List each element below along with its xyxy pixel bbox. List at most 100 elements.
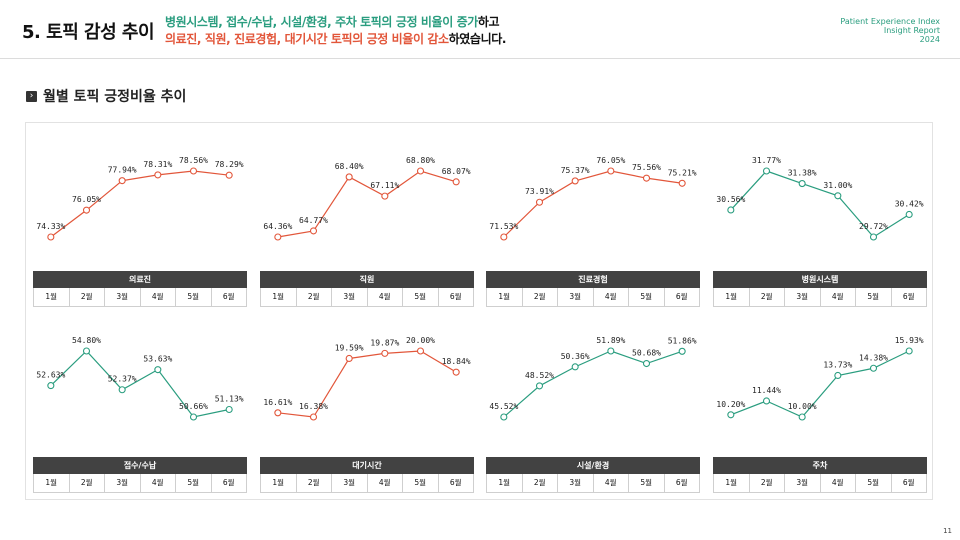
data-label: 16.38%: [299, 402, 328, 411]
data-point: [905, 347, 913, 355]
data-label: 15.93%: [895, 336, 924, 345]
month-tick: 4월: [594, 474, 629, 492]
month-tick: 3월: [558, 474, 594, 492]
section-title: 월별 토픽 긍정비율 추이: [43, 89, 187, 105]
chart-footer: 시설/환경 1월 2월 3월 4월 5월 6월: [486, 457, 700, 493]
summary-increase: 병원시스템, 접수/수납, 시설/환경, 주차 토픽의 긍정 비율이 증가: [165, 15, 478, 29]
month-tick: 5월: [856, 474, 892, 492]
data-label: 20.00%: [406, 336, 435, 345]
data-point: [642, 174, 651, 182]
month-tick: 5월: [856, 288, 892, 306]
header-divider: [0, 58, 960, 59]
data-label: 76.05%: [596, 156, 625, 165]
data-point: [607, 167, 615, 175]
chart-5: 52.63% 54.80% 52.37% 53.63% 50.66% 51.13%: [36, 336, 244, 421]
data-label: 50.36%: [561, 352, 590, 361]
month-tick: 3월: [332, 474, 368, 492]
data-point: [154, 366, 162, 374]
chart-1: 74.33% 76.05% 77.94% 78.31% 78.56% 78.29%: [36, 156, 244, 241]
month-axis: 1월 2월 3월 4월 5월 6월: [486, 474, 700, 493]
month-axis: 1월 2월 3월 4월 5월 6월: [260, 288, 474, 307]
data-point: [452, 178, 460, 186]
data-label: 51.86%: [668, 336, 697, 345]
month-axis: 1월 2월 3월 4월 5월 6월: [260, 474, 474, 493]
chart-title: 진료경험: [486, 271, 700, 288]
data-label: 48.52%: [525, 371, 554, 380]
month-tick: 5월: [176, 474, 212, 492]
chevron-right-icon: ›: [26, 90, 37, 102]
data-label: 53.63%: [143, 355, 172, 364]
data-label: 30.42%: [895, 199, 924, 208]
month-tick: 6월: [675, 478, 688, 487]
month-tick: 5월: [629, 288, 665, 306]
summary-increase-tail: 하고: [477, 15, 500, 29]
series-line: [50, 350, 230, 418]
data-label: 31.77%: [752, 156, 781, 165]
chart-footer: 대기시간 1월 2월 3월 4월 5월 6월: [260, 457, 474, 493]
data-point: [189, 413, 198, 421]
chart-footer: 진료경험 1월 2월 3월 4월 5월 6월: [486, 271, 700, 307]
month-tick: 6월: [902, 292, 915, 301]
data-point: [727, 411, 735, 419]
data-point: [225, 405, 233, 414]
month-tick: 4월: [368, 474, 403, 492]
month-tick: 2월: [297, 474, 332, 492]
month-tick: 6월: [675, 292, 688, 301]
summary-decrease: 의료진, 직원, 진료경험, 대기시간 토픽의 긍정 비율이 감소: [165, 32, 449, 46]
data-point: [118, 386, 126, 394]
data-point: [762, 397, 771, 405]
chart-title: 대기시간: [260, 457, 474, 474]
data-label: 31.38%: [788, 169, 817, 178]
month-axis: 1월 2월 3월 4월 5월 6월: [713, 288, 927, 307]
chart-title: 시설/환경: [486, 457, 700, 474]
data-label: 78.31%: [143, 160, 172, 169]
summary-decrease-tail: 하였습니다.: [448, 32, 507, 46]
month-tick: 4월: [821, 288, 856, 306]
page-title: 5. 토픽 감성 추이: [22, 22, 155, 43]
data-point: [678, 179, 686, 187]
series-line: [503, 170, 683, 238]
chart-6: 16.61% 16.38% 19.59% 19.87% 20.00% 18.84%: [263, 336, 471, 421]
data-point: [274, 409, 282, 417]
data-point: [571, 177, 579, 185]
data-label: 75.21%: [668, 168, 697, 177]
data-label: 75.56%: [632, 163, 661, 172]
report-name: Patient Experience Index: [840, 17, 940, 26]
data-point: [834, 371, 842, 380]
month-tick: 4월: [594, 288, 629, 306]
month-tick: 1월: [261, 474, 297, 492]
data-label: 51.89%: [596, 336, 625, 345]
month-tick: 2월: [70, 288, 105, 306]
data-point: [678, 347, 686, 355]
data-label: 29.72%: [859, 222, 888, 231]
data-label: 75.37%: [561, 166, 590, 175]
data-point: [345, 173, 353, 181]
month-tick: 6월: [902, 478, 915, 487]
data-point: [416, 167, 425, 175]
data-label: 68.07%: [442, 167, 471, 176]
month-tick: 5월: [403, 474, 439, 492]
series-line: [730, 350, 910, 418]
month-tick: 3월: [332, 288, 368, 306]
charts-panel: 74.33% 76.05% 77.94% 78.31% 78.56% 78.29% 64.3…: [25, 122, 933, 500]
data-point: [762, 167, 771, 175]
data-label: 67.11%: [370, 181, 399, 190]
data-label: 78.29%: [215, 160, 244, 169]
chart-7: 45.52% 48.52% 50.36% 51.89% 50.68% 51.86%: [489, 336, 697, 421]
data-label: 51.13%: [215, 395, 244, 404]
month-tick: 4월: [141, 474, 176, 492]
month-tick: 2월: [750, 288, 785, 306]
data-point: [118, 177, 126, 185]
chart-footer: 접수/수납 1월 2월 3월 4월 5월 6월: [33, 457, 247, 493]
data-label: 78.56%: [179, 156, 208, 165]
data-point: [345, 354, 353, 363]
data-label: 73.91%: [525, 187, 554, 196]
data-label: 54.80%: [72, 336, 101, 345]
month-tick: 6월: [222, 292, 235, 301]
data-point: [381, 192, 389, 200]
month-tick: 1월: [714, 288, 750, 306]
series-line: [277, 170, 457, 238]
data-point: [535, 198, 544, 206]
chart-4: 30.56% 31.77% 31.38% 31.00% 29.72% 30.42%: [716, 156, 924, 241]
data-point: [642, 359, 651, 368]
